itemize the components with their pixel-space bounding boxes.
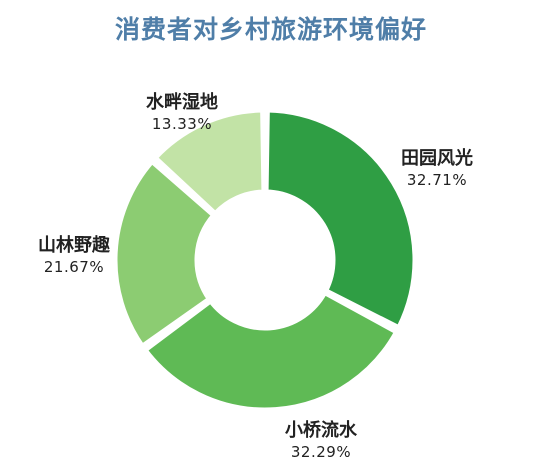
chart-title: 消费者对乡村旅游环境偏好 bbox=[114, 15, 427, 44]
slice-name: 水畔湿地 bbox=[146, 92, 218, 113]
slice-shanlin bbox=[112, 157, 218, 350]
slice-label-tianyuan: 田园风光 32.71% bbox=[392, 148, 482, 190]
slice-label-shanlin: 山林野趣 21.67% bbox=[26, 235, 122, 277]
slice-percent: 21.67% bbox=[43, 258, 105, 276]
slice-percent: 13.33% bbox=[151, 115, 213, 133]
slice-shuipan bbox=[151, 107, 267, 218]
slice-xiaoqiao bbox=[141, 289, 401, 413]
slice-name: 田园风光 bbox=[401, 148, 473, 169]
slice-name: 小桥流水 bbox=[285, 420, 357, 441]
slice-percent: 32.29% bbox=[290, 443, 352, 461]
slice-label-shuipan: 水畔湿地 13.33% bbox=[134, 92, 230, 134]
slice-label-xiaoqiao: 小桥流水 32.29% bbox=[276, 420, 366, 462]
slice-percent: 32.71% bbox=[406, 171, 468, 189]
slice-tianyuan bbox=[263, 107, 418, 332]
slice-name: 山林野趣 bbox=[38, 235, 110, 256]
